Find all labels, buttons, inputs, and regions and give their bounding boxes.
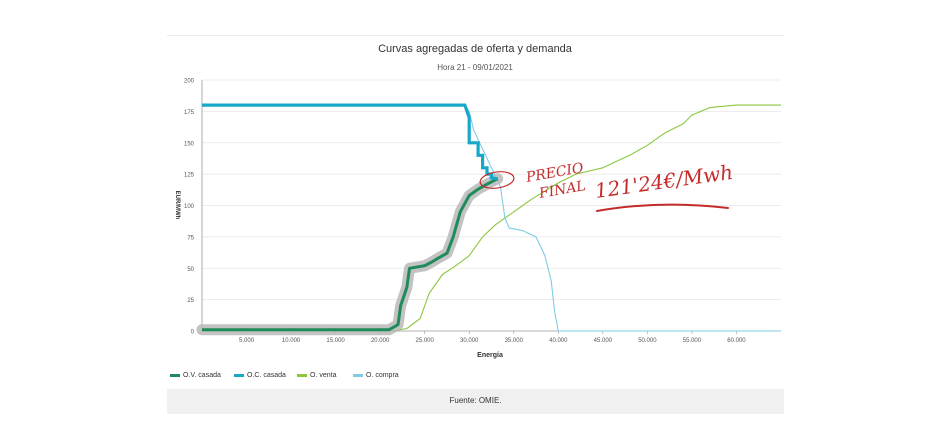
legend-swatch: [353, 373, 363, 377]
chart-top-border: [167, 35, 784, 36]
x-tick-label: 40.000: [549, 338, 568, 344]
y-tick-label: 0: [191, 330, 195, 336]
x-tick-label: 30.000: [460, 338, 479, 344]
chart-title: Curvas agregadas de oferta y demanda: [378, 43, 573, 55]
legend-swatch: [297, 373, 307, 377]
y-tick-label: 200: [184, 79, 195, 85]
x-tick-label: 10.000: [282, 338, 301, 344]
source-text: Fuente: OMIE.: [449, 396, 502, 405]
legend-item-o-venta[interactable]: O. venta: [297, 372, 336, 379]
x-tick-label: 55.000: [683, 338, 702, 344]
series-line-oc-casada: [202, 103, 498, 181]
series-line-ov-casada: [202, 177, 499, 332]
x-tick-label: 25.000: [416, 338, 435, 344]
series-halo-ov-casada: [196, 173, 504, 336]
x-tick-label: 50.000: [638, 338, 657, 344]
price-underline: [596, 203, 729, 212]
series-line-o-compra: [202, 104, 781, 332]
y-tick-label: 150: [184, 141, 195, 147]
y-tick-label: 125: [184, 173, 195, 179]
y-tick-label: 25: [187, 298, 194, 304]
legend-label: O. compra: [366, 372, 399, 379]
supply-demand-chart: Curvas agregadas de oferta y demanda Hor…: [174, 43, 781, 359]
legend-label: O.C. casada: [247, 372, 286, 379]
legend-item-o-compra[interactable]: O. compra: [353, 372, 399, 379]
legend-item-ov-casada[interactable]: O.V. casada: [170, 372, 221, 379]
price-circle: [479, 171, 515, 189]
x-axis-label: Energía: [477, 352, 503, 359]
legend-item-oc-casada[interactable]: O.C. casada: [234, 372, 286, 379]
source-footer: Fuente: OMIE.: [167, 389, 784, 414]
y-axis-label: EUR/MWh: [174, 191, 180, 220]
x-tick-label: 45.000: [594, 338, 613, 344]
y-tick-label: 50: [187, 267, 194, 273]
chart-subtitle: Hora 21 - 09/01/2021: [437, 63, 513, 72]
y-tick-label: 175: [184, 110, 195, 116]
y-tick-label: 75: [187, 235, 194, 241]
x-tick-label: 5.000: [239, 338, 255, 344]
series-line-o-venta: [202, 104, 781, 332]
x-tick-label: 35.000: [505, 338, 524, 344]
x-tick-label: 20.000: [371, 338, 390, 344]
x-tick-label: 60.000: [727, 338, 746, 344]
legend-label: O.V. casada: [183, 372, 221, 379]
legend-label: O. venta: [310, 372, 337, 379]
legend-swatch: [234, 373, 244, 377]
x-tick-label: 15.000: [326, 338, 345, 344]
y-tick-label: 100: [184, 204, 195, 210]
price-value: 121'24€/Mwh: [593, 160, 734, 203]
legend-swatch: [170, 373, 180, 377]
